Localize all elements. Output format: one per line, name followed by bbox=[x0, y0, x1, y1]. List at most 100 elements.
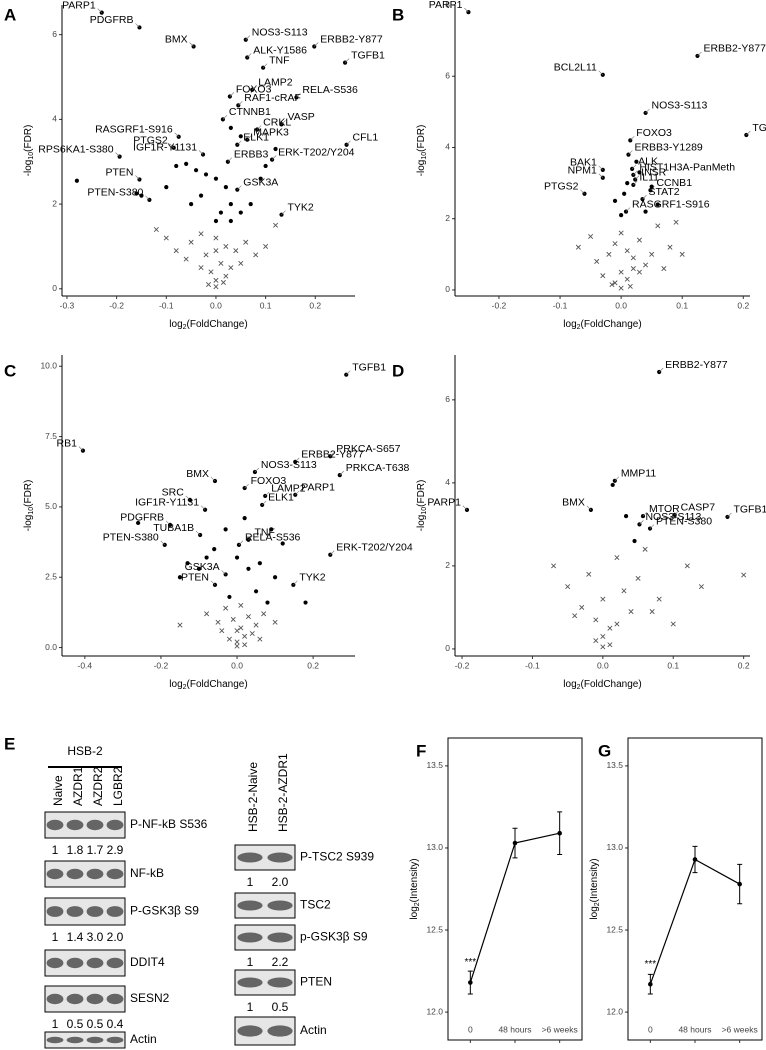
point-label: NOS3-S113 bbox=[652, 100, 708, 112]
point-cross bbox=[600, 596, 606, 602]
point-cross bbox=[238, 602, 244, 608]
point-cross bbox=[243, 239, 249, 245]
panel-letter: B bbox=[392, 5, 404, 24]
point-cross bbox=[612, 280, 618, 286]
point-label: ALK-Y1586 bbox=[253, 44, 307, 56]
point-cross bbox=[220, 279, 226, 285]
blot-band bbox=[267, 900, 293, 911]
panel-border bbox=[627, 737, 763, 1041]
x-tick-label: 0.0 bbox=[231, 660, 243, 670]
line bbox=[649, 858, 740, 985]
y-tick-label: 13.5 bbox=[426, 760, 443, 770]
axis-title: log2(FoldChange) bbox=[169, 319, 247, 332]
point-cross bbox=[213, 284, 219, 290]
blot-band bbox=[86, 819, 104, 831]
point bbox=[204, 555, 209, 560]
point-cross bbox=[624, 248, 630, 254]
point bbox=[637, 170, 642, 175]
point-cross bbox=[234, 643, 240, 649]
row-label: p-GSK3β S9 bbox=[300, 930, 368, 944]
point bbox=[213, 218, 219, 224]
x-tick-label: >6 weeks bbox=[722, 1024, 758, 1034]
blot-band bbox=[86, 1036, 104, 1044]
x-tick-label: 0.2 bbox=[309, 300, 321, 310]
blot-band bbox=[106, 957, 124, 969]
panel-letter: F bbox=[416, 741, 426, 760]
point-label: PDGFRB bbox=[90, 14, 134, 26]
point-label: IGF1R-Y1131 bbox=[133, 141, 197, 153]
panel-letter: D bbox=[392, 361, 404, 380]
point bbox=[649, 184, 654, 189]
x-tick-label: 0 bbox=[468, 1024, 473, 1034]
leader-line bbox=[639, 520, 644, 525]
panel-letter: E bbox=[4, 734, 15, 753]
y-tick-label: 12.0 bbox=[426, 1006, 443, 1016]
leader-line bbox=[642, 511, 648, 517]
point-cross bbox=[600, 273, 606, 279]
point-cross bbox=[173, 248, 179, 254]
point-label: RASGRF1-S916 bbox=[95, 124, 173, 136]
quantification: 1.4 bbox=[67, 930, 84, 944]
leader-line bbox=[262, 63, 268, 68]
quantification: 1 bbox=[247, 1000, 254, 1014]
axis-title: log2(FoldChange) bbox=[169, 679, 247, 692]
leader-line bbox=[174, 132, 179, 137]
point-cross bbox=[642, 546, 648, 552]
point-label: CTNNB1 bbox=[229, 106, 271, 118]
axis-title-part: log bbox=[169, 679, 182, 690]
point bbox=[258, 176, 263, 181]
axis-title-part: 2 bbox=[577, 324, 581, 331]
point bbox=[655, 202, 660, 207]
point-cross bbox=[177, 622, 183, 628]
point-cross bbox=[215, 619, 221, 625]
quantification: 1.7 bbox=[87, 843, 104, 857]
point-cross bbox=[257, 636, 263, 642]
point bbox=[692, 857, 698, 862]
blot-band bbox=[66, 957, 84, 969]
leader-line bbox=[645, 108, 650, 114]
point-cross bbox=[636, 237, 642, 243]
point-cross bbox=[253, 252, 259, 258]
leader-line bbox=[633, 180, 638, 186]
point-cross bbox=[606, 251, 612, 257]
point-label: RELA-S536 bbox=[245, 532, 301, 544]
blot-band bbox=[86, 868, 104, 880]
point-label: PRKCA-S657 bbox=[336, 443, 400, 455]
point bbox=[213, 176, 219, 181]
point-label: ERK-T202/Y204 bbox=[278, 146, 355, 158]
leader-line bbox=[261, 500, 267, 506]
point-cross bbox=[643, 262, 649, 268]
point bbox=[303, 600, 308, 605]
point-label: PTEN bbox=[181, 572, 209, 584]
y-tick-label: 6 bbox=[445, 394, 450, 404]
point bbox=[139, 193, 144, 198]
blot-band bbox=[237, 852, 263, 863]
point-cross bbox=[579, 604, 585, 610]
leader-line bbox=[97, 8, 102, 13]
blot-band bbox=[46, 906, 64, 917]
point bbox=[238, 210, 243, 215]
point-cross bbox=[586, 571, 592, 577]
axis-title: -log10(FDR) bbox=[416, 480, 429, 532]
point-cross bbox=[607, 642, 613, 648]
point bbox=[136, 520, 141, 526]
axis-title-part: -log bbox=[416, 160, 427, 177]
lane-label: HSB-2-Naive bbox=[246, 762, 260, 832]
point bbox=[610, 482, 615, 488]
x-tick-label: -0.1 bbox=[525, 660, 540, 670]
axis-title-part: -log bbox=[416, 515, 427, 532]
point bbox=[238, 134, 243, 139]
panel-letter: G bbox=[598, 741, 611, 760]
point bbox=[223, 185, 228, 190]
leader-line bbox=[264, 491, 270, 497]
point-label: FOXO3 bbox=[251, 475, 287, 487]
axis-title-part: 2 bbox=[594, 902, 601, 906]
axis-title-part: 10 bbox=[421, 152, 428, 160]
axis-title-part: (FDR) bbox=[416, 125, 427, 152]
blot-band bbox=[86, 993, 104, 1005]
point-label: BMX bbox=[562, 497, 585, 509]
leader-line bbox=[296, 93, 301, 98]
point-cross bbox=[242, 642, 248, 648]
point-label: NPM1 bbox=[568, 165, 597, 177]
axis-title: log2(Intensity) bbox=[589, 858, 602, 919]
